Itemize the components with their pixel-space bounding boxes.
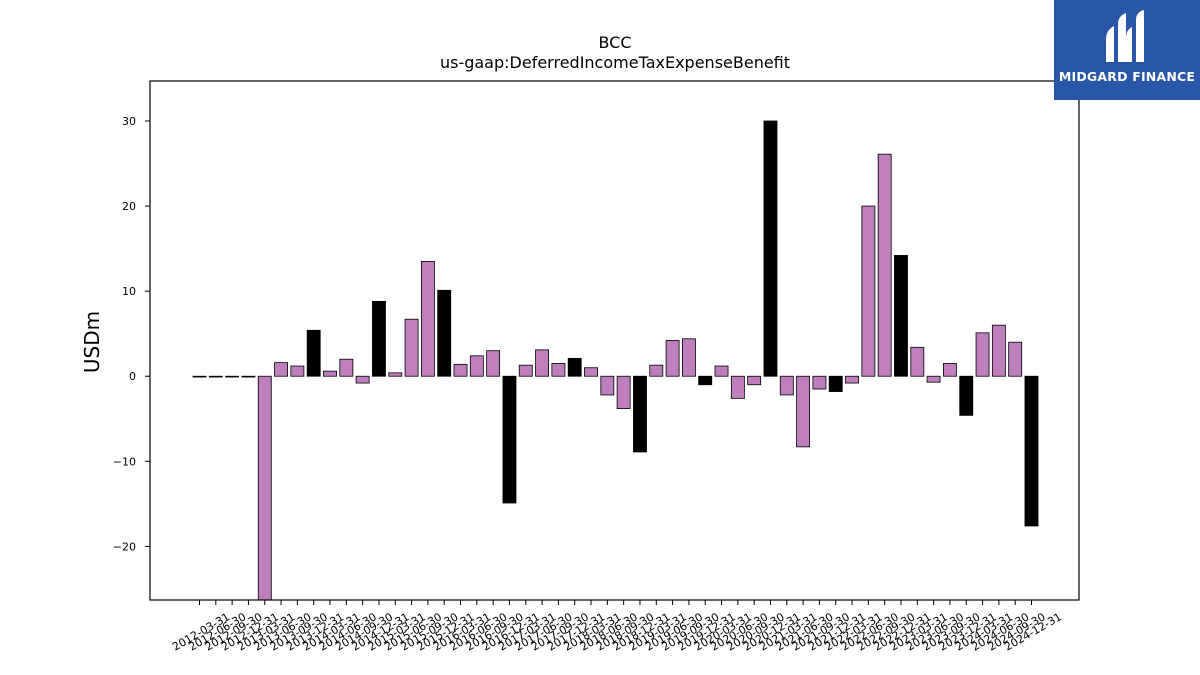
y-tick-label: 0 [129, 370, 136, 383]
bar-2021-06-30 [796, 375, 811, 448]
bar-2022-12-31 [894, 255, 908, 377]
bar-2015-12-31 [437, 289, 452, 377]
bar-2012-09-30 [225, 375, 240, 378]
bar-2023-06-30 [926, 375, 941, 383]
bar-2016-03-31 [453, 363, 468, 377]
bar-2023-12-31 [959, 375, 974, 416]
bar-2019-12-31 [698, 375, 713, 386]
bar-2018-12-31 [633, 375, 647, 453]
logo-text: MIDGARD FINANCE [1058, 69, 1196, 84]
axes-layer: 2012-03-312012-06-302012-09-302012-12-31… [113, 115, 1064, 654]
bar-2012-03-31 [192, 375, 207, 378]
bar-2024-06-30 [991, 324, 1006, 377]
bar-2017-03-31 [518, 364, 533, 377]
bar-2022-06-30 [861, 205, 876, 377]
bar-2021-03-31 [779, 375, 794, 396]
bar-2014-09-30 [355, 375, 370, 384]
bar-2013-06-30 [274, 362, 288, 377]
bars-layer [192, 120, 1039, 601]
chart-title: BCC [598, 33, 631, 52]
bar-2017-06-30 [535, 349, 550, 377]
y-tick-label: 30 [122, 115, 136, 128]
bar-2018-06-30 [600, 375, 615, 396]
y-tick-label: −10 [113, 455, 136, 468]
bar-2016-12-31 [502, 375, 517, 504]
bar-2017-12-31 [567, 357, 582, 377]
bar-2018-03-31 [584, 367, 598, 377]
bar-2020-09-30 [747, 375, 762, 386]
y-tick-label: 10 [122, 285, 136, 298]
bar-2012-12-31 [241, 375, 256, 378]
bar-2021-12-31 [828, 375, 843, 392]
logo-mark-icon [1106, 10, 1144, 62]
bar-2013-09-30 [290, 365, 305, 377]
bar-2022-03-31 [845, 375, 859, 384]
bar-2023-09-30 [943, 363, 957, 377]
bar-2022-09-30 [877, 153, 892, 377]
midgard-finance-logo: MIDGARD FINANCE [1054, 0, 1200, 100]
bar-2020-06-30 [730, 375, 745, 399]
bar-2012-06-30 [208, 375, 223, 378]
bar-2020-03-31 [714, 365, 729, 377]
bar-2024-09-30 [1008, 341, 1023, 377]
bar-2013-12-31 [306, 329, 321, 377]
bar-2014-12-31 [372, 300, 386, 377]
bar-2019-09-30 [681, 338, 696, 377]
y-tick-label: 20 [122, 200, 136, 213]
chart-subtitle: us-gaap:DeferredIncomeTaxExpenseBenefit [440, 53, 790, 72]
bar-2023-03-31 [910, 346, 925, 377]
bar-2014-03-31 [323, 370, 337, 377]
bar-2018-09-30 [616, 375, 631, 409]
bar-2024-03-31 [975, 332, 990, 377]
y-tick-label: −20 [113, 540, 136, 553]
bar-2021-09-30 [812, 375, 827, 390]
bar-2019-03-31 [649, 364, 664, 377]
bar-2015-09-30 [420, 260, 435, 377]
bar-2015-03-31 [388, 372, 403, 377]
bar-2019-06-30 [665, 340, 680, 377]
bar-2020-12-31 [763, 120, 778, 377]
bar-2017-09-30 [551, 363, 566, 377]
bar-2016-09-30 [486, 350, 501, 377]
bar-2015-06-30 [404, 318, 419, 377]
bar-2013-03-31 [257, 375, 272, 601]
bar-2024-12-31 [1024, 375, 1039, 527]
y-axis-label: USDm [80, 311, 104, 373]
bar-2014-06-30 [339, 358, 354, 377]
bar-2016-06-30 [469, 355, 484, 377]
plot-frame [149, 80, 1080, 601]
